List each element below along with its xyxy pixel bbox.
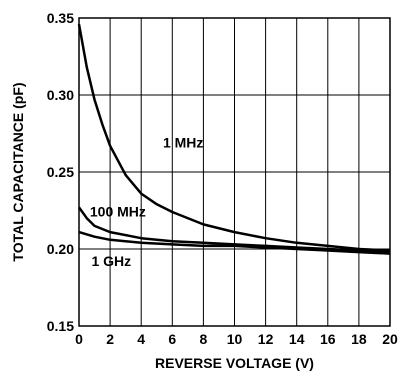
y-axis-title: TOTAL CAPACITANCE (pF) xyxy=(10,82,26,261)
series-line-1 xyxy=(77,206,391,254)
series-lines xyxy=(77,23,391,255)
x-tick-labels: 0 2 4 6 8 10 12 14 16 18 20 xyxy=(75,331,398,347)
y-tick-label: 0.35 xyxy=(47,10,74,26)
y-tick-labels: 0.15 0.20 0.25 0.30 0.35 xyxy=(47,10,74,334)
x-tick-label: 6 xyxy=(168,331,176,347)
y-tick-label: 0.20 xyxy=(47,241,74,257)
x-axis-title: REVERSE VOLTAGE (V) xyxy=(155,355,314,371)
grid xyxy=(79,18,390,326)
x-tick-label: 2 xyxy=(106,331,114,347)
series-labels: 1 MHz 100 MHz 1 GHz xyxy=(90,134,204,269)
x-tick-label: 18 xyxy=(351,331,367,347)
series-line-0 xyxy=(77,23,391,252)
x-tick-label: 14 xyxy=(289,331,305,347)
x-tick-label: 0 xyxy=(75,331,83,347)
plot-frame xyxy=(78,17,391,327)
series-label: 1 GHz xyxy=(91,253,131,269)
x-tick-label: 10 xyxy=(227,331,243,347)
x-tick-label: 12 xyxy=(258,331,274,347)
y-tick-label: 0.25 xyxy=(47,164,74,180)
x-tick-label: 20 xyxy=(382,331,398,347)
series-label: 100 MHz xyxy=(90,204,146,220)
x-tick-label: 16 xyxy=(320,331,336,347)
series-label: 1 MHz xyxy=(163,134,203,150)
series-line-2 xyxy=(78,230,391,255)
x-tick-label: 8 xyxy=(200,331,208,347)
x-tick-label: 4 xyxy=(137,331,145,347)
y-tick-label: 0.15 xyxy=(47,318,74,334)
y-tick-label: 0.30 xyxy=(47,87,74,103)
